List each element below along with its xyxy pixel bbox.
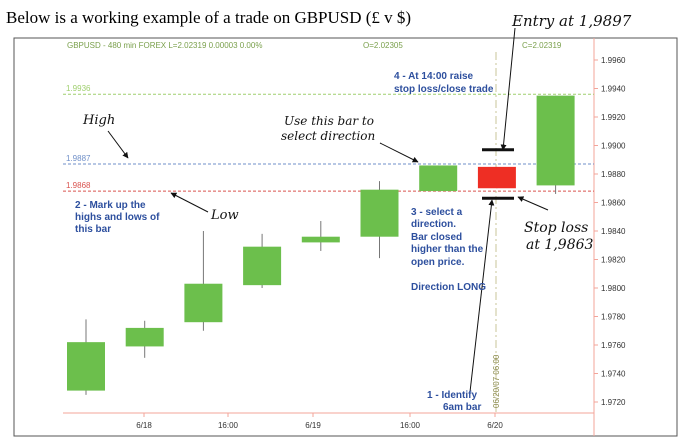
candle-body xyxy=(419,165,458,192)
high-annotation: High xyxy=(82,113,115,128)
use-bar-arrow xyxy=(379,142,419,163)
y-tick-label: 1.9740 xyxy=(601,370,626,379)
step3-line1: 3 - select a xyxy=(411,207,463,218)
y-tick-label: 1.9940 xyxy=(601,85,626,94)
step3-line2: direction. xyxy=(411,219,456,230)
chart-frame xyxy=(13,37,678,437)
step2-line2: highs and lows of xyxy=(75,212,160,223)
chart-header-open: O=2.02305 xyxy=(363,41,403,50)
candle-body xyxy=(536,95,575,186)
identify-bar-arrow xyxy=(469,199,495,393)
y-tick-label: 1.9760 xyxy=(601,341,626,350)
stop-loss-annotation-line1: Stop loss xyxy=(524,220,588,236)
x-tick-label: 6/18 xyxy=(136,421,152,430)
candle-body xyxy=(301,236,340,243)
candle-body xyxy=(125,327,164,347)
low-annotation: Low xyxy=(210,208,239,223)
page-title: Below is a working example of a trade on… xyxy=(6,8,412,27)
x-tick-label: 16:00 xyxy=(218,421,239,430)
x-tick-label: 6/19 xyxy=(305,421,321,430)
candle-body xyxy=(67,342,105,391)
y-tick-label: 1.9920 xyxy=(601,113,626,122)
step4-line1: 4 - At 14:00 raise xyxy=(394,71,474,82)
y-tick-label: 1.9900 xyxy=(601,142,626,151)
candle-body xyxy=(477,166,516,189)
step3-line4: higher than the xyxy=(411,244,484,255)
six-am-date-label: 06/20/07 06:00 xyxy=(492,354,501,408)
stop-loss-annotation-line2: at 1,9863 xyxy=(526,237,594,253)
y-tick-label: 1.9960 xyxy=(601,56,626,65)
step3-line3: Bar closed xyxy=(411,232,462,243)
step3-line5: open price. xyxy=(411,257,465,268)
y-tick-label: 1.9840 xyxy=(601,227,626,236)
step4-line2: stop loss/close trade xyxy=(394,84,494,95)
level-label: 1.9936 xyxy=(66,84,91,93)
chart-header-close: C=2.02319 xyxy=(522,41,562,50)
y-tick-label: 1.9780 xyxy=(601,313,626,322)
y-tick-label: 1.9820 xyxy=(601,256,626,265)
candle-body xyxy=(184,283,223,323)
entry-annotation: Entry at 1,9897 xyxy=(511,12,632,30)
entry-arrow xyxy=(500,27,516,151)
step2-line1: 2 - Mark up the xyxy=(75,200,146,211)
step3-line7: Direction LONG xyxy=(411,282,486,293)
x-tick-label: 6/20 xyxy=(487,421,503,430)
step2-line3: this bar xyxy=(75,224,111,235)
candle-body xyxy=(360,189,399,237)
low-arrow xyxy=(170,192,209,213)
y-tick-label: 1.9860 xyxy=(601,199,626,208)
level-label: 1.9868 xyxy=(66,181,91,190)
y-tick-label: 1.9800 xyxy=(601,284,626,293)
high-arrow xyxy=(107,130,129,159)
use-bar-annotation-line1: Use this bar to xyxy=(284,114,374,128)
chart-header-symbol: GBPUSD - 480 min FOREX L=2.02319 0.00003… xyxy=(67,41,262,50)
step1-line1: 1 - Identify xyxy=(427,390,477,401)
stop-loss-arrow xyxy=(517,196,549,211)
y-tick-label: 1.9720 xyxy=(601,398,626,407)
level-label: 1.9887 xyxy=(66,154,91,163)
x-tick-label: 16:00 xyxy=(400,421,421,430)
use-bar-annotation-line2: select direction xyxy=(281,129,375,143)
step1-line2: 6am bar xyxy=(443,402,481,413)
y-tick-label: 1.9880 xyxy=(601,170,626,179)
candle-body xyxy=(243,246,282,286)
